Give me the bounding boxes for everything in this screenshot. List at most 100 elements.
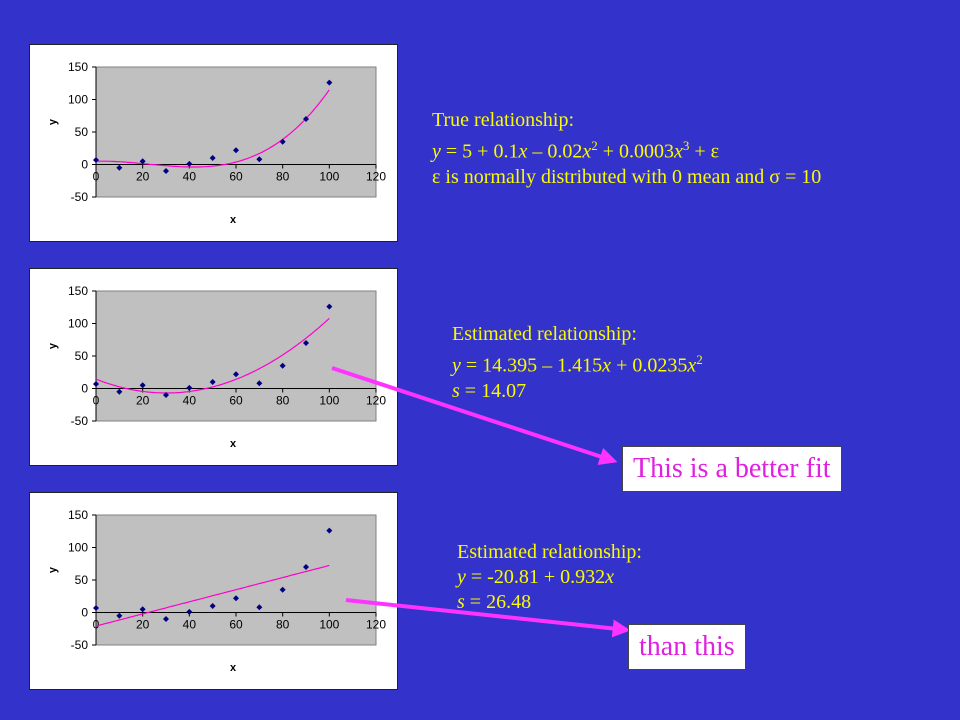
eq-term: = -20.81 + 0.932 — [465, 566, 606, 588]
eq-var: s — [457, 591, 465, 613]
fit-curve — [95, 89, 330, 168]
x-tick-label: 0 — [93, 170, 100, 184]
data-point — [303, 564, 309, 570]
eq-term: – 0.02 — [527, 140, 583, 163]
chart-quadratic-svg: 0 20 40 60 80 100 120 -50 0 50 100 150 x y — [47, 284, 386, 450]
linear-estimate-s: s = 26.48 — [457, 590, 642, 615]
arrow-to-quadratic-fit — [331, 366, 618, 466]
eq-var: x — [582, 140, 592, 163]
quadratic-estimate-equation: y = 14.395 – 1.415x + 0.0235x2 — [452, 347, 703, 379]
data-point — [163, 616, 169, 622]
x-tick-label: 0 — [93, 618, 100, 632]
eq-term: + 0.0003 — [597, 140, 675, 163]
y-axis-label: y — [47, 118, 59, 125]
x-axis-label: x — [230, 438, 237, 450]
eq-term: + 0.0235 — [611, 354, 688, 377]
true-relationship-heading: True relationship: — [432, 109, 575, 131]
data-point — [209, 603, 216, 609]
y-tick-label: 100 — [68, 541, 88, 555]
y-axis-label: y — [47, 566, 59, 573]
x-tick-label: 40 — [183, 394, 197, 408]
eq-exponent: 2 — [591, 138, 598, 153]
x-tick-label: 120 — [366, 394, 386, 408]
data-point — [303, 116, 309, 122]
x-tick-label: 100 — [319, 394, 339, 408]
linear-estimate-heading: Estimated relationship: — [457, 541, 642, 563]
data-point — [303, 340, 309, 346]
x-tick-label: 20 — [136, 170, 150, 184]
eq-term: + ε — [689, 140, 720, 163]
eq-term: = 26.48 — [464, 591, 532, 613]
data-point — [116, 388, 123, 395]
x-tick-label: 120 — [366, 618, 386, 632]
eq-term: = 5 + 0.1 — [440, 140, 519, 163]
y-tick-label: -50 — [71, 190, 89, 204]
data-point — [233, 147, 239, 154]
plot-area — [95, 514, 377, 646]
plot-area — [95, 290, 377, 422]
y-tick-label: 0 — [81, 606, 88, 620]
plot-area — [95, 66, 377, 198]
x-tick-label: 80 — [276, 170, 290, 184]
y-tick-label: 50 — [75, 125, 89, 139]
x-tick-label: 80 — [276, 618, 290, 632]
true-relationship-equation: y = 5 + 0.1x – 0.02x2 + 0.0003x3 + ε — [432, 133, 821, 165]
x-tick-label: 0 — [93, 394, 100, 408]
data-point — [139, 606, 146, 613]
y-tick-label: 0 — [81, 382, 88, 396]
chart-linear: 0 20 40 60 80 100 120 -50 0 50 100 150 x y — [29, 492, 398, 690]
y-tick-label: -50 — [71, 638, 89, 652]
data-point — [326, 79, 333, 86]
data-point — [186, 608, 193, 615]
eq-var: y — [432, 140, 441, 163]
x-tick-label: 60 — [229, 618, 243, 632]
data-point — [326, 527, 333, 534]
than-this-callout: than this — [628, 624, 746, 670]
data-point — [139, 158, 146, 165]
x-axis-label: x — [230, 214, 237, 226]
data-point — [163, 392, 169, 398]
x-tick-label: 120 — [366, 170, 386, 184]
data-point — [93, 604, 99, 611]
true-relationship-block: True relationship: y = 5 + 0.1x – 0.02x2… — [432, 108, 821, 190]
chart-true: 0 20 40 60 80 100 120 -50 0 50 100 150 x y — [29, 44, 398, 242]
eq-term: = 14.07 — [459, 379, 527, 402]
eq-var: y — [457, 566, 466, 588]
better-fit-callout: This is a better fit — [622, 446, 842, 492]
y-tick-label: 0 — [81, 158, 88, 172]
chart-quadratic: 0 20 40 60 80 100 120 -50 0 50 100 150 x y — [29, 268, 398, 466]
data-point — [279, 586, 286, 593]
chart-linear-svg: 0 20 40 60 80 100 120 -50 0 50 100 150 x y — [47, 508, 386, 674]
eq-term: = 14.395 – 1.415 — [460, 354, 603, 377]
data-point — [279, 138, 286, 145]
quadratic-estimate-block: Estimated relationship: y = 14.395 – 1.4… — [452, 322, 703, 404]
x-tick-label: 100 — [319, 170, 339, 184]
x-tick-label: 80 — [276, 394, 290, 408]
x-tick-label: 40 — [183, 170, 197, 184]
x-tick-label: 40 — [183, 618, 197, 632]
x-tick-label: 100 — [319, 618, 339, 632]
arrow-to-linear-fit — [345, 598, 631, 638]
quadratic-estimate-heading: Estimated relationship: — [452, 323, 637, 345]
x-tick-label: 20 — [136, 618, 150, 632]
y-tick-label: -50 — [71, 414, 89, 428]
data-point — [256, 604, 263, 611]
fit-curve — [95, 564, 330, 627]
x-axis-label: x — [230, 662, 237, 674]
data-point — [326, 303, 333, 310]
linear-estimate-block: Estimated relationship: y = -20.81 + 0.9… — [457, 540, 642, 615]
eq-exponent: 2 — [696, 352, 703, 367]
data-point — [93, 380, 99, 387]
data-point — [233, 595, 239, 602]
data-point — [233, 371, 239, 378]
data-point — [209, 155, 216, 161]
y-tick-label: 150 — [68, 284, 88, 298]
x-tick-label: 60 — [229, 394, 243, 408]
x-tick-label: 20 — [136, 394, 150, 408]
data-point — [256, 156, 263, 163]
y-tick-label: 100 — [68, 317, 88, 331]
chart-true-svg: 0 20 40 60 80 100 120 -50 0 50 100 150 x y — [47, 60, 386, 226]
eq-var: x — [602, 354, 612, 377]
eq-var: s — [452, 379, 460, 402]
